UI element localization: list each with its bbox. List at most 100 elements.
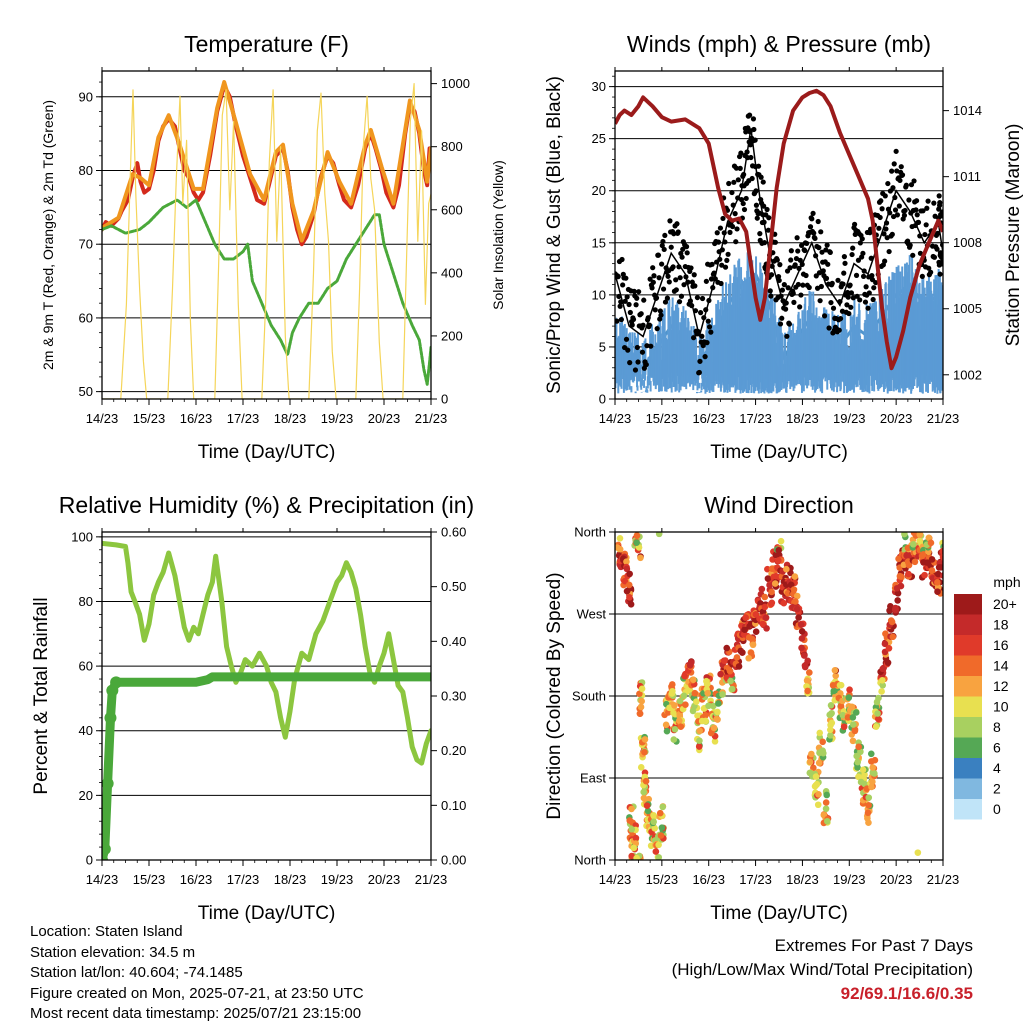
gust-point <box>873 279 879 286</box>
direction-point <box>704 689 712 697</box>
x-tick-label: 18/23 <box>786 872 819 887</box>
gust-point <box>626 301 632 308</box>
gust-point <box>717 225 724 231</box>
direction-point <box>827 702 835 709</box>
gust-point <box>788 257 794 263</box>
direction-point <box>633 532 641 540</box>
direction-point <box>814 801 822 809</box>
y2-tick-label: 600 <box>441 202 463 217</box>
gust-point <box>720 215 726 222</box>
direction-point <box>854 758 861 766</box>
direction-point <box>791 573 799 580</box>
recent-timestamp: Most recent data timestamp: 2025/07/21 2… <box>30 1005 362 1022</box>
y2-tick-label: 0.10 <box>441 798 466 813</box>
y-tick-label: 20 <box>79 788 93 803</box>
direction-point <box>822 805 830 813</box>
direction-point <box>671 702 678 709</box>
gust-point <box>792 262 798 268</box>
gust-point <box>811 230 817 236</box>
gust-point <box>660 238 666 245</box>
direction-point <box>889 633 897 641</box>
direction-point <box>657 832 665 839</box>
direction-point <box>910 540 917 548</box>
direction-point <box>861 771 868 779</box>
y-tick-label: 30 <box>592 79 606 94</box>
x-tick-label: 19/23 <box>321 411 354 426</box>
direction-point <box>702 712 709 719</box>
direction-point <box>682 701 689 708</box>
legend-label: 16 <box>993 637 1009 653</box>
gust-point <box>660 286 667 292</box>
gust-point <box>883 220 890 226</box>
direction-point <box>633 854 640 860</box>
direction-point <box>937 564 943 571</box>
gust-point <box>696 369 702 376</box>
x-tick-label: 14/23 <box>599 411 632 426</box>
gust-point <box>829 280 835 286</box>
gust-point <box>877 214 883 221</box>
gust-point <box>655 252 662 258</box>
x-tick-label: 16/23 <box>692 411 725 426</box>
direction-point <box>928 567 936 574</box>
gust-point <box>701 315 707 321</box>
direction-point <box>658 824 666 831</box>
direction-point <box>638 697 645 705</box>
gust-point <box>854 293 860 299</box>
gust-point <box>885 180 891 187</box>
gust-point <box>757 231 763 237</box>
gust-point <box>800 282 806 288</box>
y-tick-label: West <box>577 607 607 622</box>
direction-point <box>748 635 756 643</box>
gust-point <box>658 312 664 318</box>
gust-point <box>923 222 929 228</box>
gust-point <box>708 329 714 335</box>
gust-point <box>647 276 653 282</box>
legend-label: 4 <box>993 760 1001 776</box>
gust-point <box>689 279 695 285</box>
x-tick-label: 16/23 <box>180 411 213 426</box>
x-tick-label: 18/23 <box>274 411 307 426</box>
gust-point <box>860 250 866 256</box>
series-relative-humidity <box>102 540 431 766</box>
direction-point <box>916 537 924 545</box>
direction-point <box>837 681 845 689</box>
gust-point <box>913 207 919 213</box>
direction-point <box>868 783 875 791</box>
gust-point <box>705 318 711 324</box>
series-9m-t <box>102 80 431 243</box>
gust-point <box>703 307 709 313</box>
direction-point <box>811 783 819 790</box>
gust-point <box>818 283 824 290</box>
direction-point <box>637 703 645 711</box>
gust-point <box>844 302 850 308</box>
x-axis-title: Time (Day/UTC) <box>198 903 336 924</box>
direction-point <box>894 597 901 604</box>
direction-point <box>873 698 881 706</box>
gust-point <box>796 265 802 271</box>
gust-point <box>861 268 867 274</box>
gust-point <box>837 298 843 305</box>
gust-point <box>733 165 740 171</box>
x-tick-label: 14/23 <box>86 872 119 887</box>
direction-point <box>662 721 670 729</box>
gust-point <box>776 277 782 284</box>
gust-point <box>901 212 908 218</box>
direction-point <box>637 764 645 771</box>
direction-point <box>774 557 782 564</box>
direction-point <box>925 534 933 542</box>
direction-point <box>747 649 755 657</box>
panel-2: Winds (mph) & Pressure (mb) 0 5 10 15 20 25 30 1… <box>544 31 1024 463</box>
direction-point <box>822 799 830 806</box>
y-axis-title: Direction (Colored By Speed) <box>544 572 565 819</box>
gust-point <box>772 239 778 245</box>
gust-point <box>685 279 691 285</box>
direction-point <box>671 725 679 733</box>
gust-point <box>708 276 715 282</box>
direction-point <box>914 849 922 856</box>
direction-point <box>645 795 653 803</box>
direction-point <box>879 676 886 684</box>
series-total-rainfall <box>102 672 431 860</box>
direction-point <box>884 659 892 666</box>
direction-point <box>650 811 657 819</box>
y-tick-label: 60 <box>79 310 93 325</box>
